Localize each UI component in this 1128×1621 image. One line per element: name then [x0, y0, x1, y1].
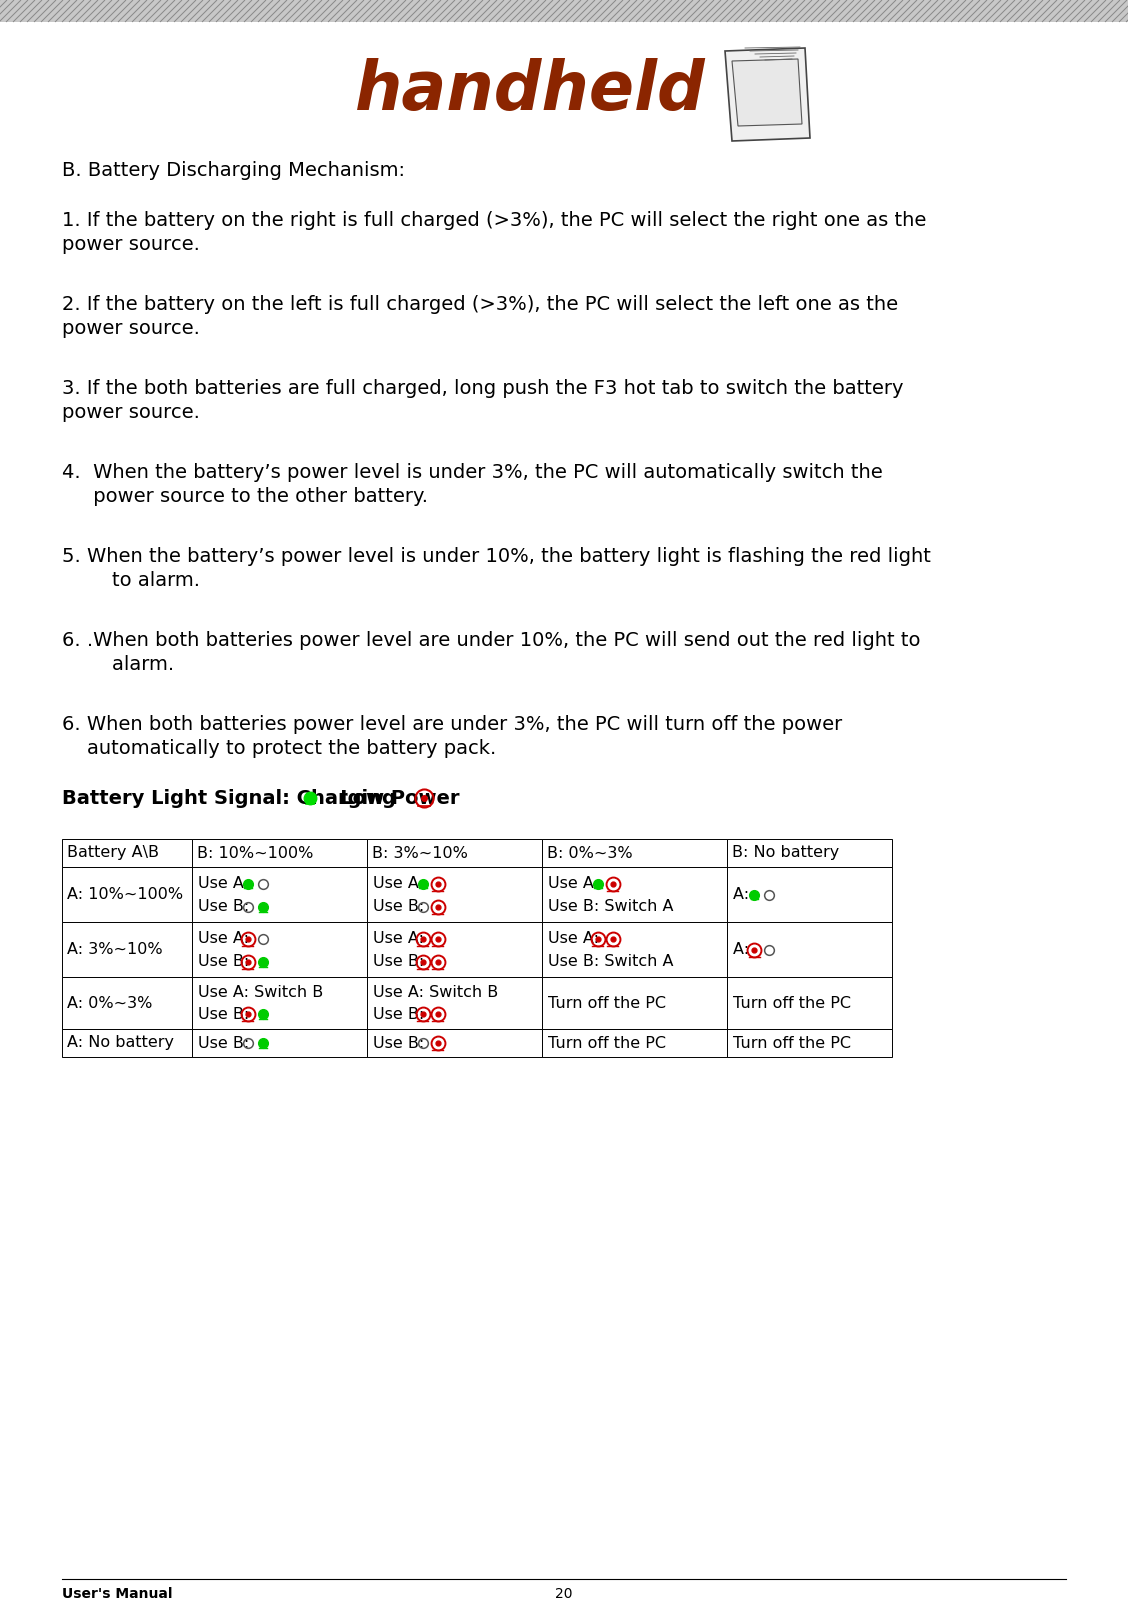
Text: Use A:: Use A: — [373, 875, 429, 892]
Text: Use A:: Use A: — [548, 930, 605, 947]
Bar — [541, 922, 728, 977]
Text: Use B:: Use B: — [373, 955, 430, 969]
Text: 4.  When the battery’s power level is under 3%, the PC will automatically switch: 4. When the battery’s power level is und… — [62, 464, 883, 481]
Text: Use A: Switch B: Use A: Switch B — [199, 986, 324, 1000]
Bar — [0, 0, 1128, 23]
Text: B: 10%~100%: B: 10%~100% — [197, 846, 314, 861]
Text: Low Power: Low Power — [320, 789, 466, 807]
Text: A: No battery: A: No battery — [67, 1036, 174, 1050]
Text: Use B:: Use B: — [199, 955, 255, 969]
Text: 2. If the battery on the left is full charged (>3%), the PC will select the left: 2. If the battery on the left is full ch… — [62, 295, 898, 314]
Bar — [728, 977, 892, 1029]
Text: 6. .When both batteries power level are under 10%, the PC will send out the red : 6. .When both batteries power level are … — [62, 631, 920, 650]
Text: B. Battery Discharging Mechanism:: B. Battery Discharging Mechanism: — [62, 160, 405, 180]
Text: handheld: handheld — [354, 58, 705, 123]
Text: Use A:: Use A: — [373, 930, 429, 947]
Text: power source.: power source. — [62, 404, 200, 421]
Bar — [62, 1029, 192, 1057]
Bar — [541, 867, 728, 922]
Bar — [728, 840, 892, 867]
Text: Use A:: Use A: — [199, 875, 254, 892]
Text: Turn off the PC: Turn off the PC — [548, 995, 666, 1010]
Text: A: 10%~100%: A: 10%~100% — [67, 887, 183, 901]
Bar — [192, 1029, 367, 1057]
Bar — [367, 977, 541, 1029]
Text: A:: A: — [733, 942, 755, 956]
Bar — [62, 867, 192, 922]
Text: automatically to protect the battery pack.: automatically to protect the battery pac… — [62, 739, 496, 759]
Bar — [192, 840, 367, 867]
Text: 6. When both batteries power level are under 3%, the PC will turn off the power: 6. When both batteries power level are u… — [62, 715, 843, 734]
Bar — [367, 840, 541, 867]
Text: Use B:: Use B: — [199, 1036, 255, 1050]
Text: power source.: power source. — [62, 319, 200, 339]
Text: 1. If the battery on the right is full charged (>3%), the PC will select the rig: 1. If the battery on the right is full c… — [62, 211, 926, 230]
Text: B: No battery: B: No battery — [732, 846, 839, 861]
Text: power source to the other battery.: power source to the other battery. — [62, 486, 428, 506]
Text: 5. When the battery’s power level is under 10%, the battery light is flashing th: 5. When the battery’s power level is und… — [62, 546, 931, 566]
Bar — [541, 977, 728, 1029]
Text: Use B: Switch A: Use B: Switch A — [548, 955, 673, 969]
Bar — [728, 922, 892, 977]
Text: Use B: Switch A: Use B: Switch A — [548, 900, 673, 914]
Bar — [62, 840, 192, 867]
Text: User's Manual: User's Manual — [62, 1587, 173, 1602]
Bar — [728, 867, 892, 922]
Bar — [728, 1029, 892, 1057]
Bar — [541, 1029, 728, 1057]
Text: 20: 20 — [555, 1587, 573, 1602]
Text: B: 3%~10%: B: 3%~10% — [372, 846, 468, 861]
Bar — [192, 922, 367, 977]
Polygon shape — [725, 49, 810, 141]
Text: B: 0%~3%: B: 0%~3% — [547, 846, 633, 861]
Text: Turn off the PC: Turn off the PC — [733, 995, 851, 1010]
Text: Use A:: Use A: — [199, 930, 254, 947]
Text: Turn off the PC: Turn off the PC — [548, 1036, 666, 1050]
Text: alarm.: alarm. — [62, 655, 174, 674]
Bar — [62, 977, 192, 1029]
Text: Battery Light Signal: Charging: Battery Light Signal: Charging — [62, 789, 403, 807]
Text: Use B:: Use B: — [199, 1007, 255, 1021]
Text: Turn off the PC: Turn off the PC — [733, 1036, 851, 1050]
Text: 3. If the both batteries are full charged, long push the F3 hot tab to switch th: 3. If the both batteries are full charge… — [62, 379, 904, 399]
Text: power source.: power source. — [62, 235, 200, 254]
Text: Use B:: Use B: — [199, 900, 255, 914]
Bar — [192, 977, 367, 1029]
Bar — [541, 840, 728, 867]
Text: Use B:: Use B: — [373, 1036, 430, 1050]
Text: Use A:: Use A: — [548, 875, 605, 892]
Text: Use A: Switch B: Use A: Switch B — [373, 986, 499, 1000]
Bar — [367, 867, 541, 922]
Text: Battery A\B: Battery A\B — [67, 846, 159, 861]
Bar — [367, 922, 541, 977]
Text: A: 0%~3%: A: 0%~3% — [67, 995, 152, 1010]
Bar — [192, 867, 367, 922]
Polygon shape — [732, 58, 802, 126]
Text: Use B:: Use B: — [373, 1007, 430, 1021]
Text: A:: A: — [733, 887, 755, 901]
Text: A: 3%~10%: A: 3%~10% — [67, 942, 162, 956]
Text: Use B:: Use B: — [373, 900, 430, 914]
Text: to alarm.: to alarm. — [62, 571, 200, 590]
Bar — [367, 1029, 541, 1057]
Bar — [62, 922, 192, 977]
